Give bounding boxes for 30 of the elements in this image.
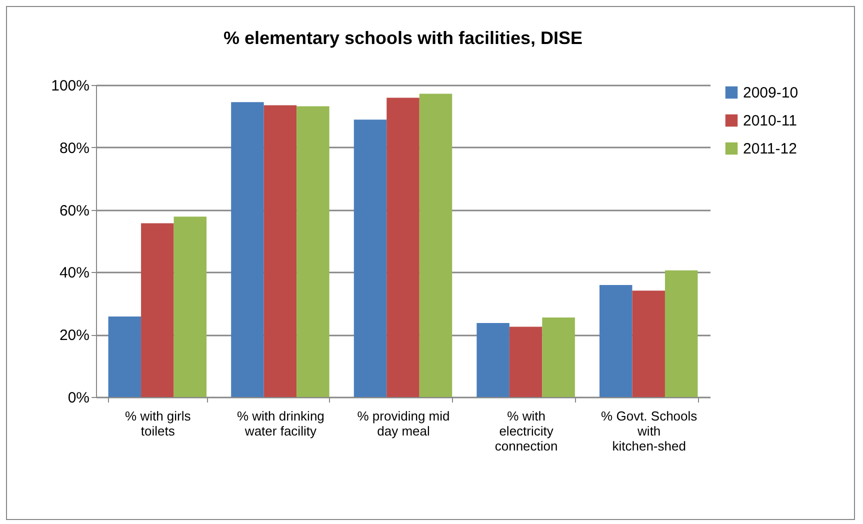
bar: [231, 102, 264, 397]
legend-label: 2009-10: [743, 84, 798, 102]
y-tick-label: 80%: [59, 140, 90, 157]
bar: [108, 316, 142, 397]
bar: [419, 94, 452, 397]
y-tick-label: 60%: [59, 202, 90, 220]
bar: [386, 98, 420, 397]
bar: [509, 326, 542, 397]
y-tick-label: 100%: [51, 78, 90, 94]
x-tick-label: % with drinking water facility: [236, 408, 324, 438]
bar: [296, 106, 330, 397]
x-tick-label: % providing mid day meal: [357, 408, 450, 438]
bar: [264, 105, 297, 397]
bar: [174, 216, 207, 397]
chart-title: % elementary schools with facilities, DISE: [223, 28, 583, 48]
bar: [354, 120, 387, 397]
bar: [542, 317, 575, 397]
bar: [141, 223, 174, 397]
x-tick-label: % with electricity connection: [494, 408, 558, 454]
bar: [599, 284, 632, 397]
y-tick-label: 40%: [59, 264, 90, 282]
bar: [664, 270, 698, 397]
bar: [632, 290, 665, 397]
legend-label: 2010-11: [743, 112, 797, 130]
bar: [476, 323, 510, 397]
y-tick-label: 0%: [68, 390, 90, 406]
x-tick-label: % Govt. Schools with kitchen-shed: [601, 408, 698, 454]
legend-label: 2011-12: [743, 140, 797, 158]
y-tick-label: 20%: [59, 327, 90, 344]
x-tick-label: % with girls toilets: [125, 408, 192, 438]
